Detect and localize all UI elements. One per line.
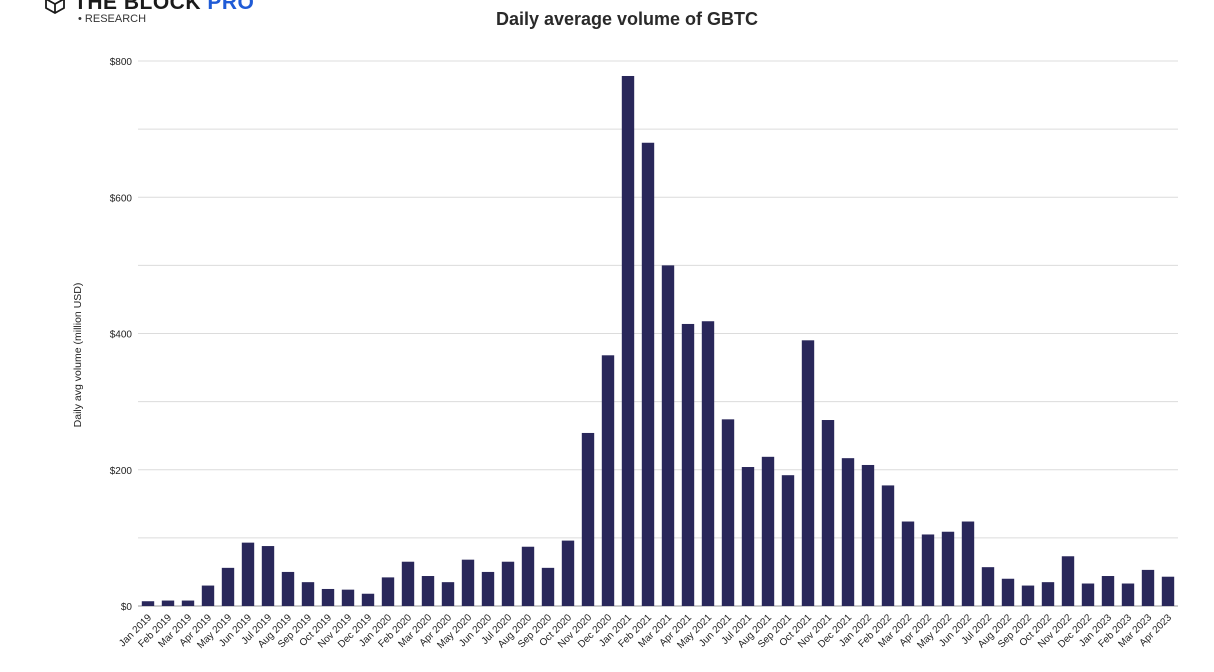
bar (1101, 576, 1115, 606)
bar (1021, 585, 1035, 606)
y-tick-label: $0 (121, 602, 133, 613)
bar (781, 475, 795, 606)
bar (241, 542, 255, 606)
bar (901, 521, 915, 606)
y-tick-label: $600 (110, 193, 133, 204)
bar (921, 534, 935, 606)
bar (861, 464, 875, 606)
bars (141, 75, 1175, 607)
brand-name: THE BLOCK PRO (74, 0, 254, 15)
y-tick-label: $400 (110, 330, 133, 341)
bar (701, 321, 715, 606)
bar (981, 567, 995, 606)
brand-subtitle: • RESEARCH (78, 13, 147, 25)
bar (501, 561, 515, 606)
bar (381, 577, 395, 606)
bar (721, 419, 735, 606)
bar (141, 601, 155, 606)
bar (1161, 576, 1175, 606)
bar (541, 567, 555, 606)
bar (441, 582, 455, 606)
chart-title: Daily average volume of GBTC (495, 9, 759, 29)
bar (281, 571, 295, 606)
bar (621, 75, 635, 607)
bar (801, 340, 815, 606)
cube-logo-icon (45, 0, 65, 14)
bar (841, 458, 855, 606)
brand-name-text: THE BLOCK (74, 0, 201, 14)
y-tick-label: $800 (110, 57, 133, 68)
y-axis-label: Daily avg volume (million USD) (72, 283, 84, 428)
bar (161, 600, 175, 606)
bar (881, 485, 895, 606)
bar (221, 567, 235, 606)
bar (341, 589, 355, 606)
bar (1041, 582, 1055, 606)
bar (961, 521, 975, 606)
bar (641, 142, 655, 606)
bar (741, 467, 755, 606)
bar (301, 582, 315, 606)
bar (321, 588, 335, 606)
bar (661, 265, 675, 607)
bar (201, 585, 215, 606)
y-tick-label: $200 (110, 466, 133, 477)
bar (681, 323, 695, 606)
bar (361, 593, 375, 606)
bar (521, 546, 535, 606)
bar (1081, 583, 1095, 606)
gridlines (138, 60, 1178, 607)
bar (561, 540, 575, 606)
bar (481, 571, 495, 606)
bar (821, 420, 835, 606)
bar (1061, 556, 1075, 606)
bar (1001, 578, 1015, 606)
bar (181, 600, 195, 606)
bar (461, 559, 475, 606)
brand-name-accent: PRO (207, 0, 255, 14)
brand-logo: THE BLOCK PRO (44, 0, 254, 15)
bar (401, 561, 415, 606)
bar (1141, 569, 1155, 606)
bar (581, 432, 595, 606)
bar (1121, 583, 1135, 606)
bar (941, 531, 955, 606)
y-axis-ticks: $0 $200 $400 $600 $800 (110, 57, 133, 613)
bar (261, 546, 275, 606)
bar (421, 576, 435, 606)
bar (761, 456, 775, 606)
bar (601, 355, 615, 606)
